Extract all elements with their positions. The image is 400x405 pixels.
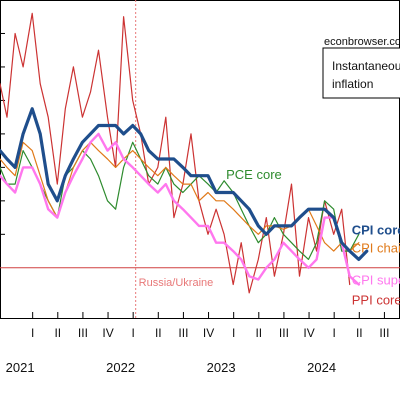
x-tick-label: IV (303, 326, 314, 340)
series-line (0, 12, 351, 294)
series-line (0, 132, 360, 286)
year-label: 2021 (6, 360, 35, 375)
legend-line1: Instantaneous (332, 59, 400, 73)
x-tick-label: I (131, 326, 134, 340)
series-line (0, 107, 369, 261)
x-tick-label: I (332, 326, 335, 340)
series-label: CPI core (352, 222, 400, 237)
x-tick-label: II (255, 326, 262, 340)
series-label: PCE core (226, 167, 282, 182)
x-tick-label: IV (102, 326, 113, 340)
series-label: CPI supercore (352, 273, 400, 288)
x-tick-label: III (279, 326, 289, 340)
x-tick-label: II (155, 326, 162, 340)
x-tick-label: III (78, 326, 88, 340)
watermark-text: econbrowser.com (324, 36, 400, 48)
x-tick-label: I (232, 326, 235, 340)
x-tick-label: II (54, 326, 61, 340)
russia-ukraine-label: Russia/Ukraine (139, 277, 214, 289)
x-tick-label: I (31, 326, 34, 340)
year-label: 2023 (207, 360, 236, 375)
series-label: CPI chained (352, 241, 400, 256)
legend-box (322, 47, 400, 99)
x-tick-label: III (178, 326, 188, 340)
year-label: 2024 (307, 360, 336, 375)
x-tick-label: IV (203, 326, 214, 340)
legend-line2: inflation (332, 77, 373, 91)
year-label: 2022 (106, 360, 135, 375)
series-label: PPI core (352, 293, 400, 308)
x-tick-label: III (379, 326, 389, 340)
x-tick-label: II (356, 326, 363, 340)
